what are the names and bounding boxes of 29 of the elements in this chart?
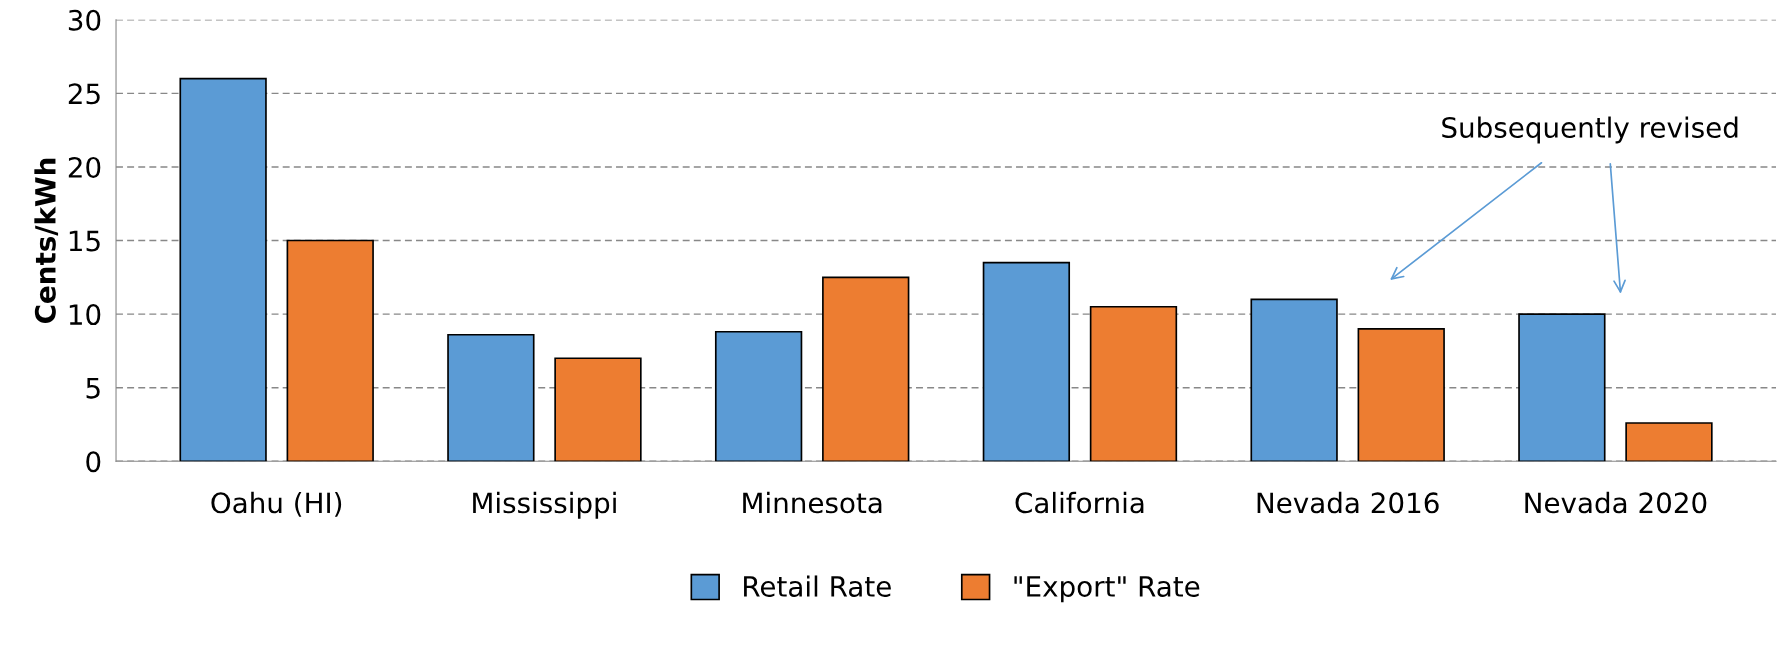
bar [1357,328,1445,462]
bar [982,261,1071,462]
bar [286,239,374,462]
x-tick-label: Nevada 2016 [1257,491,1439,514]
x-tick-label: Oahu (HI) [211,491,342,517]
x-tick-label: Mississippi [473,491,616,519]
x-tick-label: California [1015,491,1144,514]
bar [714,330,803,462]
y-tick-label: 30 [68,9,101,31]
y-axis-title: Cents/kWh [34,158,59,324]
bar [1089,305,1178,462]
bar [822,276,910,462]
y-tick-label: 20 [68,156,101,178]
y-tick-label: 5 [86,378,100,399]
y-tick-label: 10 [69,304,101,326]
y-tick-label: 0 [86,451,101,473]
y-tick-label: 25 [68,83,100,105]
bar [179,77,267,462]
x-tick-label: Nevada 2020 [1525,491,1707,514]
legend-label: "Export" Rate [1014,576,1200,603]
bar [447,333,535,462]
legend-label: Retail Rate [744,575,891,597]
bar [1250,298,1338,462]
bar [1518,313,1606,462]
x-tick-label: Minnesota [743,491,882,514]
y-tick-label: 15 [69,230,100,252]
bar [554,357,642,462]
annotation: Subsequently revised [1442,116,1738,144]
bar [1625,422,1713,462]
